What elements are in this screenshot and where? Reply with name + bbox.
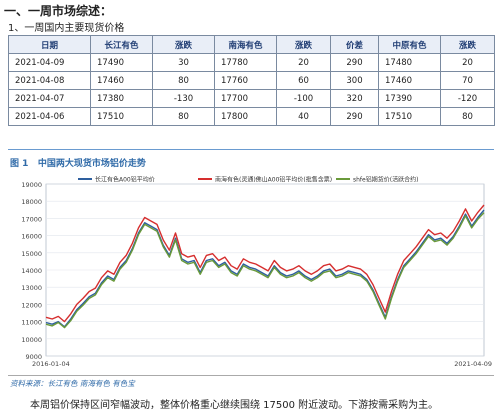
table-cell: 17780 [214, 53, 277, 72]
table-cell: 17460 [90, 71, 153, 90]
y-tick-label: 13000 [21, 284, 42, 292]
table-cell: 80 [152, 107, 215, 126]
price-line-chart: 9000 10000 11000 12000 13000 14000 15000 16000 1… [21, 176, 492, 369]
y-tick-label: 11000 [21, 319, 42, 327]
table-cell: 2021-04-09 [8, 53, 91, 72]
y-tick-label: 10000 [21, 336, 42, 344]
table-cell: 40 [276, 107, 331, 126]
column-header: 涨跌 [152, 35, 215, 54]
column-header: 涨跌 [276, 35, 331, 54]
table-cell: 17510 [90, 107, 153, 126]
table-cell: 17460 [378, 71, 441, 90]
table-cell: 80 [152, 71, 215, 90]
figure-title-text: 中国两大现货市场铝价走势 [37, 159, 146, 169]
table-cell: -120 [440, 89, 495, 108]
price-table: 日期 长江有色 涨跌 南海有色 涨跌 价差 中原有色 涨跌 2021-04-09 17490 30… [8, 35, 495, 126]
column-header: 涨跌 [440, 35, 495, 54]
y-tick-label: 12000 [21, 301, 42, 309]
section-title: 一、一周市场综述： [4, 4, 113, 18]
legend-label: 长江有色A00铝平均价 [95, 176, 155, 184]
column-header: 价差 [330, 35, 379, 54]
table-row: 2021-04-08 17460 80 17760 60 300 17460 70 [8, 71, 495, 90]
table-row: 2021-04-07 17380 -130 17700 -100 320 17390 -120 [8, 89, 495, 108]
y-tick-label: 16000 [21, 233, 42, 241]
y-tick-label: 15000 [21, 250, 42, 258]
column-header: 南海有色 [214, 35, 277, 54]
table-cell: 70 [440, 71, 495, 90]
figure-title: 图 1 中国两大现货市场铝价走势 [10, 156, 146, 169]
y-tick-label: 14000 [21, 267, 42, 275]
table-cell: 290 [330, 53, 379, 72]
source-note: 资料来源：长江有色 南海有色 有色宝 [10, 379, 135, 388]
y-tick-label: 19000 [21, 181, 42, 189]
table-row: 2021-04-09 17490 30 17780 20 290 17480 20 [8, 53, 495, 72]
x-tick-label: 2021-04-09 [454, 360, 492, 368]
table-cell: 17800 [214, 107, 277, 126]
table-cell: -100 [276, 89, 331, 108]
y-tick-label: 18000 [21, 198, 42, 206]
table-cell: 300 [330, 71, 379, 90]
x-tick-label: 2016-01-04 [32, 360, 70, 368]
legend-label: 南海有色(灵通)佛山A00铝平均价(批售含票) [215, 176, 332, 184]
table-cell: -130 [152, 89, 215, 108]
table-cell: 2021-04-06 [8, 107, 91, 126]
table-cell: 2021-04-07 [8, 89, 91, 108]
table-row: 2021-04-06 17510 80 17800 40 290 17510 80 [8, 107, 495, 126]
table-cell: 17380 [90, 89, 153, 108]
series-line [45, 212, 485, 329]
y-tick-label: 9000 [25, 353, 42, 361]
y-tick-label: 17000 [21, 215, 42, 223]
table-cell: 290 [330, 107, 379, 126]
table-cell: 17390 [378, 89, 441, 108]
series-line [45, 204, 485, 323]
table-cell: 17490 [90, 53, 153, 72]
table-body: 2021-04-09 17490 30 17780 20 290 17480 20 2021-0… [8, 53, 495, 126]
column-header: 中原有色 [378, 35, 441, 54]
table-cell: 17700 [214, 89, 277, 108]
legend-label: shfe铝期货价(活跃合约) [353, 176, 418, 184]
table-cell: 17510 [378, 107, 441, 126]
column-header: 长江有色 [90, 35, 153, 54]
series-line [45, 209, 485, 328]
table-cell: 80 [440, 107, 495, 126]
figure-label: 图 1 [10, 159, 29, 169]
table-cell: 17760 [214, 71, 277, 90]
table-cell: 17480 [378, 53, 441, 72]
table-cell: 20 [276, 53, 331, 72]
table-cell: 20 [440, 53, 495, 72]
table-cell: 320 [330, 89, 379, 108]
table-cell: 30 [152, 53, 215, 72]
source-divider [8, 375, 494, 376]
table-cell: 2021-04-08 [8, 71, 91, 90]
table-header-row: 日期 长江有色 涨跌 南海有色 涨跌 价差 中原有色 涨跌 [8, 35, 495, 54]
figure-divider [8, 149, 494, 150]
table-caption: 1、一周国内主要现货价格 [8, 23, 125, 34]
column-header: 日期 [8, 35, 91, 54]
summary-text: 本周铝价保持区间窄幅波动，整体价格重心继续围绕 17500 附近波动。下游按需采… [30, 400, 439, 411]
table-cell: 60 [276, 71, 331, 90]
